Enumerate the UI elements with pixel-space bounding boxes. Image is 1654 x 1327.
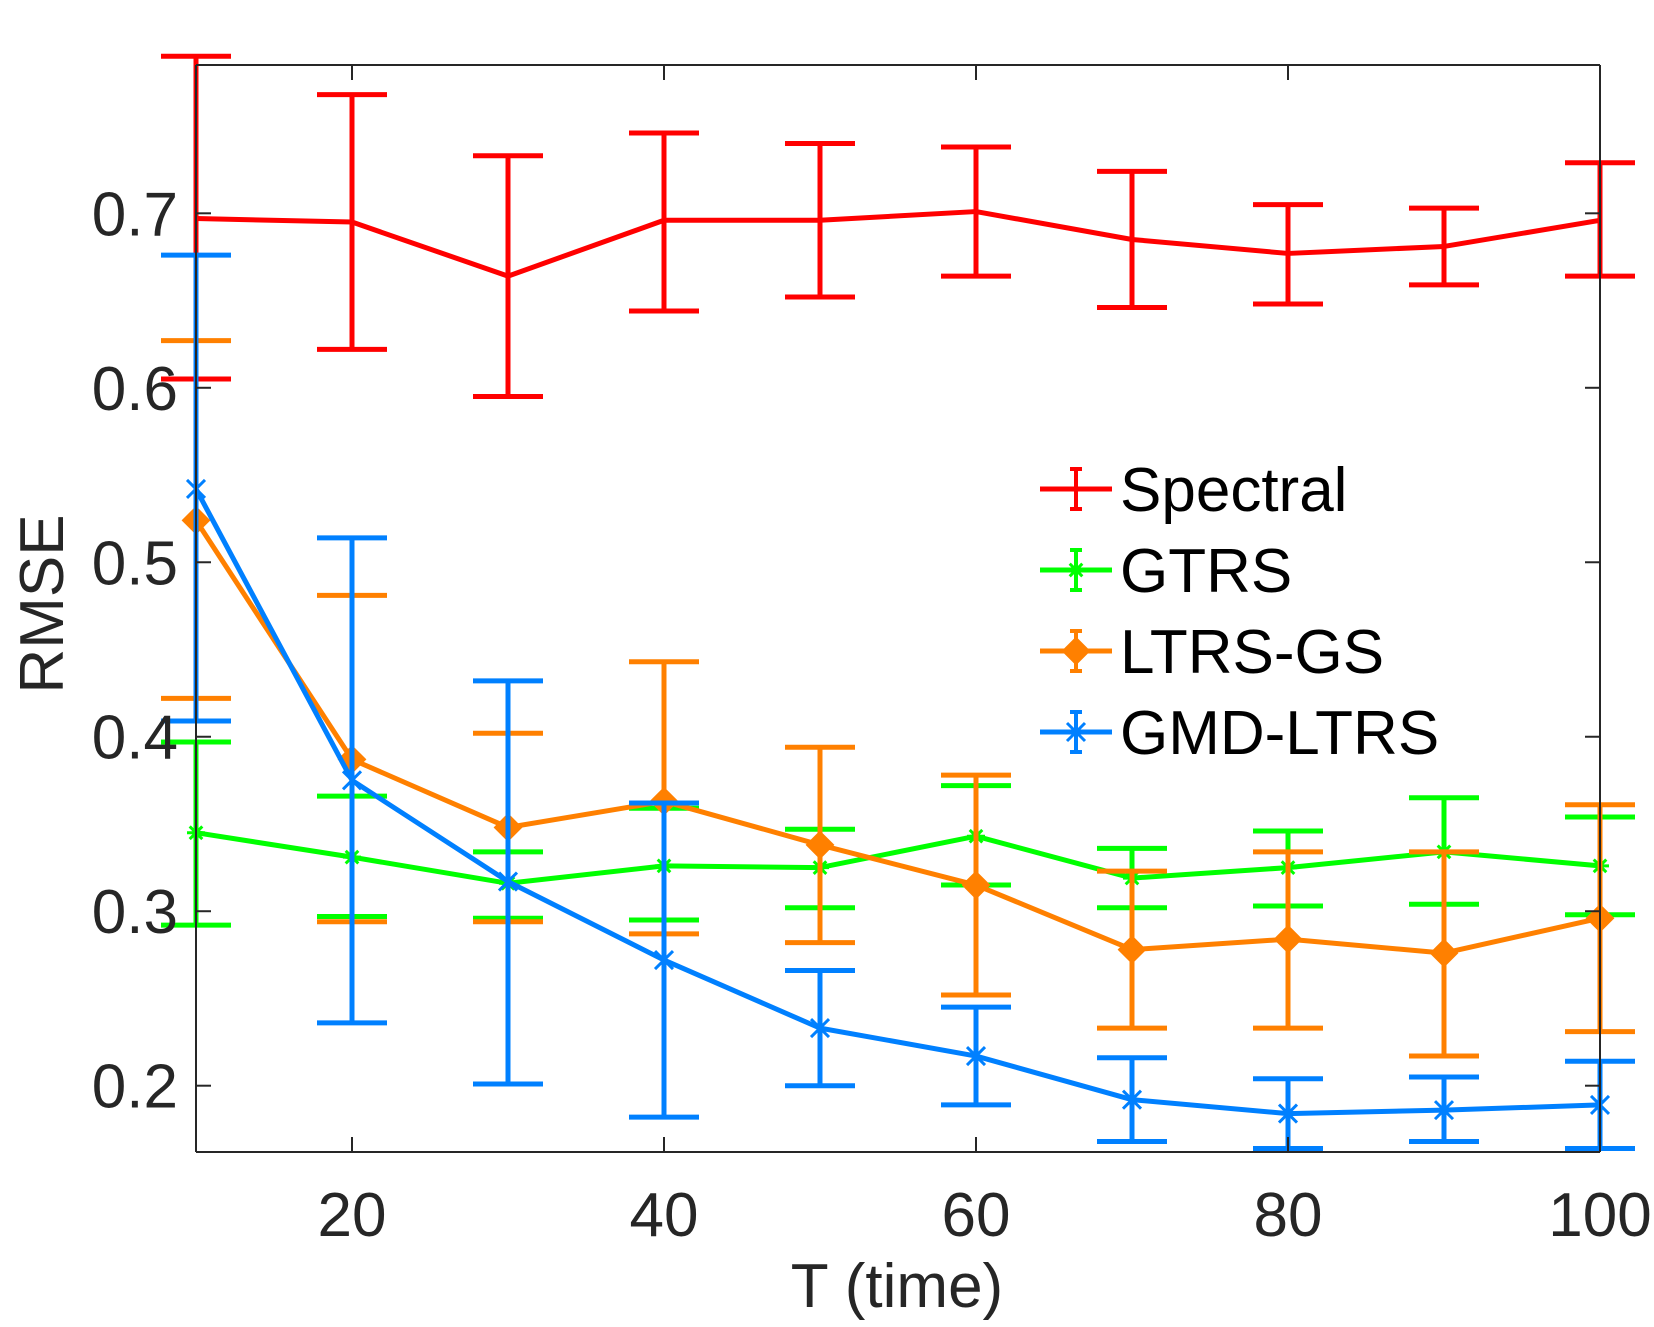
y-tick-label: 0.5 xyxy=(92,529,178,598)
x-tick-label: 60 xyxy=(942,1181,1011,1250)
data-point-ltrs-gs xyxy=(1273,924,1303,954)
series-line-ltrs-gs xyxy=(193,519,1601,956)
axes-box xyxy=(195,64,1601,1153)
x-axis-label: T (time) xyxy=(791,1252,1003,1321)
legend-label-gtrs: GTRS xyxy=(1120,537,1292,606)
data-point-gmd-ltrs xyxy=(965,1045,987,1067)
data-point-gmd-ltrs xyxy=(497,871,519,892)
x-tick-label: 80 xyxy=(1254,1181,1323,1250)
data-point-gmd-ltrs xyxy=(1121,1089,1143,1110)
legend-label-ltrs-gs: LTRS-GS xyxy=(1120,618,1384,687)
series-spectral xyxy=(161,53,1635,400)
legend-marker-gtrs xyxy=(1067,561,1085,579)
x-tick-label: 100 xyxy=(1548,1181,1651,1250)
plot-series-layer xyxy=(161,53,1635,1152)
data-point-gmd-ltrs xyxy=(653,950,675,971)
y-tick-label: 0.2 xyxy=(92,1053,178,1122)
y-tick-label: 0.3 xyxy=(92,878,178,947)
data-point-ltrs-gs xyxy=(1117,935,1147,965)
legend-label-gmd-ltrs: GMD-LTRS xyxy=(1120,699,1439,768)
legend-label-spectral: Spectral xyxy=(1120,456,1347,525)
x-tick-label: 20 xyxy=(318,1181,387,1250)
x-tick-label: 40 xyxy=(630,1181,699,1250)
y-tick-label: 0.7 xyxy=(92,180,178,249)
series-line-spectral xyxy=(195,209,1601,279)
legend-marker-ltrs-gs xyxy=(1061,636,1091,666)
y-axis-label: RMSE xyxy=(8,514,77,693)
series-line-gtrs xyxy=(195,830,1601,886)
data-point-ltrs-gs xyxy=(805,830,835,860)
data-point-gmd-ltrs xyxy=(1277,1103,1299,1124)
y-tick-label: 0.4 xyxy=(92,704,178,773)
data-point-ltrs-gs xyxy=(1429,938,1459,968)
data-point-ltrs-gs xyxy=(961,870,991,900)
y-tick-label: 0.6 xyxy=(92,355,178,424)
data-point-gmd-ltrs xyxy=(809,1018,831,1039)
legend: Spectral GTRS LTRS-GS GMD-LTRS xyxy=(1040,456,1439,768)
data-point-gmd-ltrs xyxy=(341,770,363,791)
legend-marker-gmd-ltrs xyxy=(1065,721,1087,743)
axis-ticks: 20 40 60 80 100 0.2 0.3 0.4 0.5 0.6 0.7 xyxy=(92,65,1652,1250)
data-point-gmd-ltrs xyxy=(1433,1100,1455,1121)
series-line-gmd-ltrs xyxy=(193,487,1601,1117)
